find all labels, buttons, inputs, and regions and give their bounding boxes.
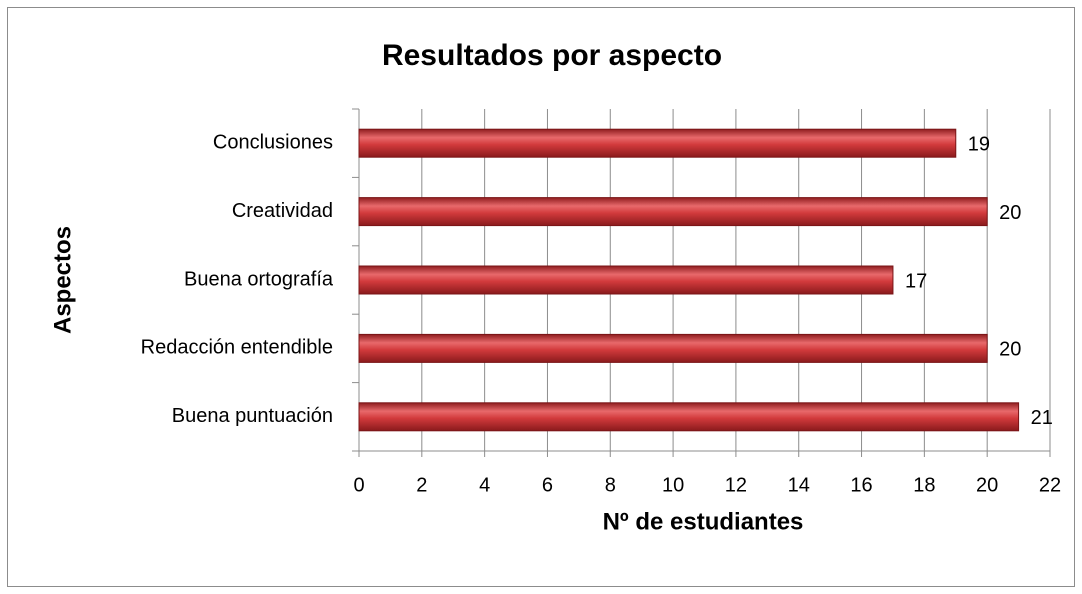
x-tick-label: 10	[662, 474, 684, 496]
y-tick-label: Buena puntuación	[172, 405, 333, 427]
x-tick-label: 18	[913, 474, 935, 496]
x-tick-label: 2	[416, 474, 427, 496]
x-tick-label: 20	[976, 474, 998, 496]
x-tick-label: 4	[479, 474, 490, 496]
bar	[358, 197, 988, 227]
bar	[358, 402, 1020, 432]
y-tick-label: Conclusiones	[213, 131, 333, 153]
chart-title: Resultados por aspecto	[382, 39, 722, 72]
x-tick-label: 16	[850, 474, 872, 496]
bar	[358, 128, 957, 158]
chart-border	[7, 7, 1075, 587]
x-tick-label: 22	[1039, 474, 1061, 496]
x-tick-label: 8	[605, 474, 616, 496]
y-tick-label: Creatividad	[232, 200, 333, 222]
y-tick-label: Buena ortografía	[184, 268, 334, 290]
x-tick-label: 0	[353, 474, 364, 496]
x-tick-label: 6	[542, 474, 553, 496]
data-label: 21	[1031, 407, 1053, 429]
bar	[358, 333, 988, 363]
x-tick-label: 14	[788, 474, 810, 496]
data-label: 20	[999, 202, 1021, 224]
x-tick-label: 12	[725, 474, 747, 496]
data-label: 17	[905, 270, 927, 292]
data-label: 19	[968, 133, 990, 155]
y-axis-label: Aspectos	[49, 226, 76, 334]
x-axis-label: Nº de estudiantes	[603, 508, 804, 535]
data-label: 20	[999, 339, 1021, 361]
y-tick-label: Redacción entendible	[141, 337, 333, 359]
bar	[358, 265, 894, 295]
